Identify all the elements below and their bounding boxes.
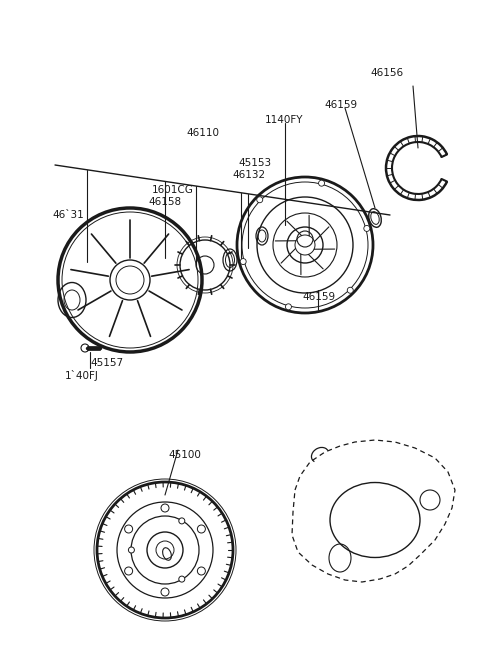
Circle shape	[319, 180, 324, 186]
Text: 46`31: 46`31	[52, 210, 84, 220]
Circle shape	[286, 304, 291, 310]
Text: 46132: 46132	[232, 170, 265, 180]
Circle shape	[161, 588, 169, 596]
Circle shape	[125, 567, 132, 575]
Circle shape	[179, 518, 185, 524]
Text: 46156: 46156	[370, 68, 403, 78]
Text: 45153: 45153	[238, 158, 271, 168]
Circle shape	[125, 525, 132, 533]
Circle shape	[347, 287, 353, 293]
Text: 45157: 45157	[90, 358, 123, 368]
Circle shape	[197, 567, 205, 575]
Circle shape	[161, 504, 169, 512]
Text: 46159: 46159	[324, 100, 357, 110]
Text: 1`40FJ: 1`40FJ	[65, 370, 99, 381]
Text: 46159: 46159	[302, 292, 335, 302]
Text: 46110: 46110	[186, 128, 219, 138]
Circle shape	[257, 196, 263, 203]
Circle shape	[364, 225, 370, 231]
Text: 45100: 45100	[168, 450, 201, 460]
Circle shape	[197, 525, 205, 533]
Circle shape	[179, 576, 185, 582]
Text: 1601CG: 1601CG	[152, 185, 194, 195]
Circle shape	[129, 547, 134, 553]
Text: 1140FY: 1140FY	[265, 115, 303, 125]
Circle shape	[240, 259, 246, 265]
Text: 46158: 46158	[148, 197, 181, 207]
